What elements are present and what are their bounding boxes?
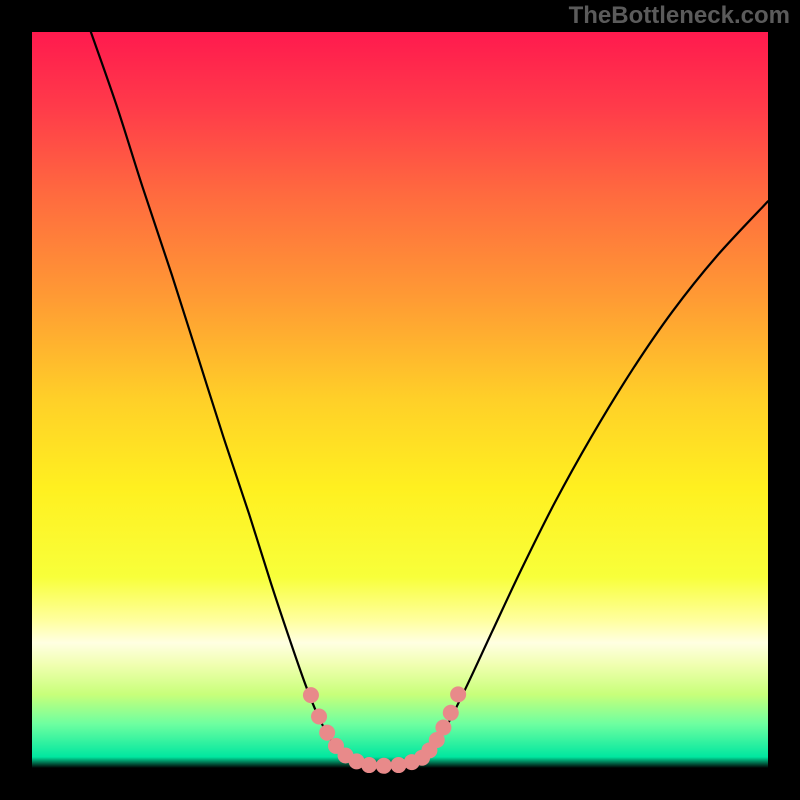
plot-area bbox=[32, 32, 768, 768]
chart-container: TheBottleneck.com bbox=[0, 0, 800, 800]
watermark-text: TheBottleneck.com bbox=[569, 2, 790, 30]
